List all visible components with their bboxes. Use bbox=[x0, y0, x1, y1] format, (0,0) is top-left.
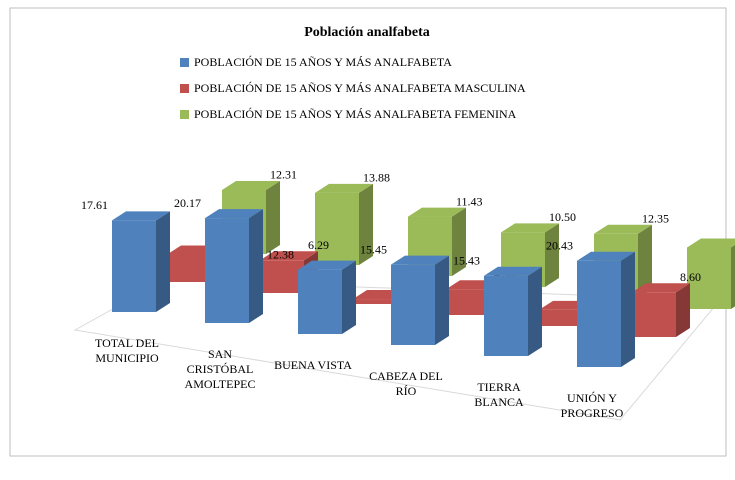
legend-label: POBLACIÓN DE 15 AÑOS Y MÁS ANALFABETA bbox=[194, 55, 452, 69]
value-label: 15.45 bbox=[360, 242, 387, 256]
bar-side bbox=[342, 260, 356, 334]
value-label: 17.61 bbox=[81, 198, 108, 212]
value-label: 15.43 bbox=[453, 254, 480, 268]
bar-side bbox=[545, 223, 559, 287]
bar-side bbox=[435, 255, 449, 345]
bar-top bbox=[484, 266, 542, 276]
bar-top bbox=[112, 211, 170, 221]
bar-side bbox=[621, 251, 635, 367]
bar-side bbox=[731, 244, 735, 309]
x-tick-label: UNIÓN Y PROGRESO bbox=[560, 391, 624, 420]
legend-label: POBLACIÓN DE 15 AÑOS Y MÁS ANALFABETA MA… bbox=[194, 81, 526, 95]
bar bbox=[577, 260, 621, 367]
bar bbox=[260, 260, 304, 293]
value-label: 12.35 bbox=[642, 212, 669, 226]
bar bbox=[167, 254, 211, 282]
bar-side bbox=[676, 283, 690, 337]
legend-swatch bbox=[180, 58, 189, 67]
bar-side bbox=[528, 266, 542, 356]
bar-side bbox=[638, 224, 652, 298]
bar bbox=[315, 192, 359, 265]
bar bbox=[391, 264, 435, 345]
x-tick-label: TOTAL DEL MUNICIPIO bbox=[94, 336, 160, 365]
x-tick-label-box: CABEZA DEL RÍO bbox=[369, 369, 443, 398]
bar bbox=[446, 289, 490, 315]
x-tick-label-box: SAN CRISTÓBAL AMOLTEPEC bbox=[184, 347, 256, 391]
bar-side bbox=[266, 180, 280, 254]
x-tick-label: SAN CRISTÓBAL AMOLTEPEC bbox=[184, 347, 256, 391]
bar-top bbox=[577, 251, 635, 261]
bar-top bbox=[260, 251, 318, 261]
bar bbox=[687, 247, 731, 309]
bar bbox=[632, 292, 676, 337]
x-tick-label-box: TOTAL DEL MUNICIPIO bbox=[94, 336, 160, 365]
value-label: 13.88 bbox=[363, 171, 390, 185]
bar-top bbox=[632, 283, 690, 293]
legend-swatch bbox=[180, 84, 189, 93]
bar-side bbox=[156, 211, 170, 312]
value-label: 12.31 bbox=[270, 168, 297, 182]
bar-top bbox=[222, 180, 280, 190]
bar-top bbox=[408, 207, 466, 217]
value-label: 6.29 bbox=[308, 238, 329, 252]
legend-swatch bbox=[180, 110, 189, 119]
bar-top bbox=[594, 224, 652, 234]
bar-top bbox=[687, 238, 735, 248]
bar bbox=[539, 309, 583, 326]
bar-top bbox=[315, 183, 373, 193]
x-tick-label-box: BUENA VISTA bbox=[274, 358, 352, 372]
legend-label: POBLACIÓN DE 15 AÑOS Y MÁS ANALFABETA FE… bbox=[194, 107, 517, 121]
bar bbox=[353, 299, 397, 304]
value-label: 11.43 bbox=[456, 194, 483, 208]
x-tick-label-box: UNIÓN Y PROGRESO bbox=[560, 391, 624, 420]
bar-top bbox=[501, 223, 559, 233]
value-label: 20.43 bbox=[546, 239, 573, 253]
bar-side bbox=[359, 183, 373, 265]
bar bbox=[205, 218, 249, 323]
x-tick-label-box: TIERRA BLANCA bbox=[474, 380, 524, 409]
x-tick-label: TIERRA BLANCA bbox=[474, 380, 524, 409]
bar-top bbox=[298, 260, 356, 270]
bar-side bbox=[452, 207, 466, 276]
value-label: 8.60 bbox=[680, 270, 701, 284]
value-label: 12.38 bbox=[267, 247, 294, 261]
bar bbox=[484, 275, 528, 356]
x-tick-label: BUENA VISTA bbox=[274, 358, 352, 372]
bar bbox=[298, 269, 342, 334]
bar-side bbox=[249, 209, 263, 323]
x-tick-label: CABEZA DEL RÍO bbox=[369, 369, 443, 398]
bar-top bbox=[205, 209, 263, 219]
bar-top bbox=[391, 255, 449, 265]
value-label: 10.50 bbox=[549, 210, 576, 224]
bar bbox=[112, 220, 156, 312]
chart-title: Población analfabeta bbox=[304, 25, 430, 40]
value-label: 20.17 bbox=[174, 196, 201, 210]
